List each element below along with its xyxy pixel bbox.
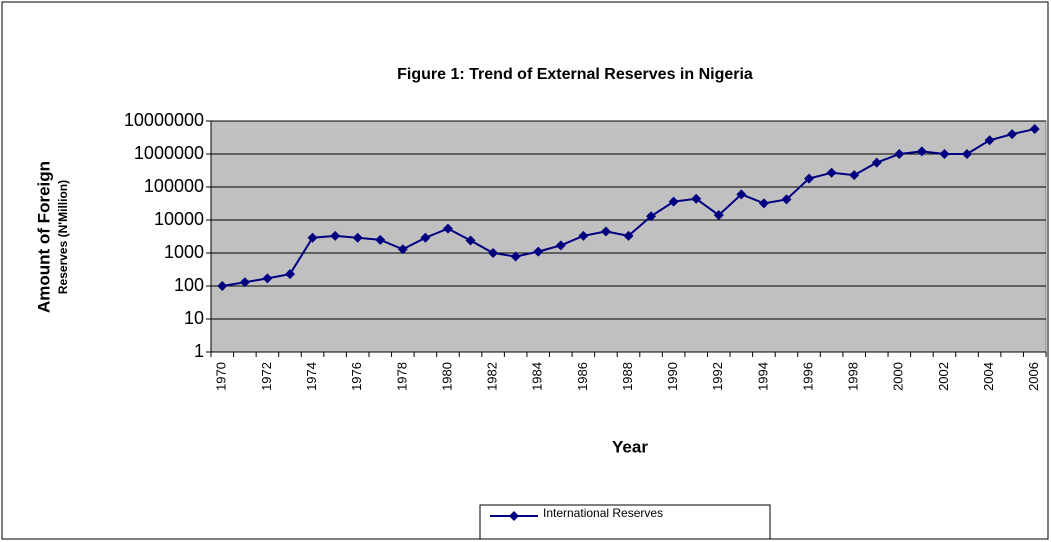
data-point (555, 240, 566, 251)
data-point (1007, 129, 1018, 140)
y-axis-title: Reserves (N'Million) (56, 180, 70, 294)
data-point (510, 251, 521, 262)
data-point (962, 149, 973, 159)
data-point (375, 234, 386, 245)
data-point (826, 167, 837, 178)
y-tick-label: 100 (174, 275, 204, 295)
x-axis-title: Year (612, 437, 648, 456)
y-tick-label: 1000000 (134, 143, 204, 163)
x-tick-label: 1978 (394, 362, 409, 391)
x-tick-label: 1974 (304, 362, 319, 391)
y-tick-label: 100000 (144, 176, 204, 196)
x-tick-label: 2002 (936, 362, 951, 391)
x-tick-label: 1972 (259, 362, 274, 391)
data-point (600, 226, 611, 237)
x-tick-label: 1988 (620, 362, 635, 391)
data-point (1029, 124, 1040, 135)
y-tick-label: 1 (194, 341, 204, 361)
x-tick-label: 1998 (846, 362, 861, 391)
data-point (758, 198, 769, 209)
x-tick-label: 1992 (710, 362, 725, 391)
legend-box (479, 504, 771, 540)
data-point (307, 232, 318, 243)
data-point (352, 232, 363, 243)
x-tick-label: 1970 (214, 362, 229, 391)
y-axis-title: Amount of Foreign (34, 161, 53, 313)
data-point (691, 193, 702, 204)
data-point (781, 194, 792, 205)
data-point (465, 235, 476, 246)
data-point (217, 281, 228, 291)
data-point (533, 246, 544, 257)
data-point (397, 244, 408, 255)
y-tick-label: 1000 (164, 242, 204, 262)
data-point (262, 273, 273, 284)
data-point (894, 149, 905, 159)
data-point (420, 232, 431, 243)
x-tick-label: 1986 (575, 362, 590, 391)
x-tick-label: 1990 (665, 362, 680, 391)
data-point (623, 230, 634, 241)
legend-marker (509, 511, 519, 521)
chart-title: Figure 1: Trend of External Reserves in … (397, 66, 753, 83)
data-point (668, 196, 679, 207)
x-tick-label: 1976 (349, 362, 364, 391)
x-tick-label: 1984 (530, 362, 545, 391)
data-point (578, 230, 589, 241)
legend-label: International Reserves (543, 506, 663, 520)
x-tick-label: 1994 (755, 362, 770, 391)
data-point (984, 135, 995, 146)
data-point (442, 223, 453, 234)
data-point (284, 269, 295, 280)
x-tick-label: 2004 (981, 362, 996, 391)
data-point (646, 211, 657, 222)
data-point (330, 230, 341, 241)
data-point (849, 170, 860, 181)
data-point (939, 149, 950, 159)
data-point (488, 248, 499, 258)
y-tick-label: 10000 (154, 209, 204, 229)
y-tick-label: 10 (184, 308, 204, 328)
data-point (239, 277, 250, 288)
data-point (916, 146, 927, 157)
data-point (804, 173, 815, 184)
x-tick-label: 1982 (485, 362, 500, 391)
data-point (871, 157, 882, 168)
x-tick-label: 2000 (891, 362, 906, 391)
y-tick-label: 10000000 (124, 110, 204, 130)
data-point (736, 189, 747, 200)
x-tick-label: 2006 (1026, 362, 1041, 391)
x-tick-label: 1996 (800, 362, 815, 391)
data-point (713, 210, 724, 221)
x-tick-label: 1980 (439, 362, 454, 391)
